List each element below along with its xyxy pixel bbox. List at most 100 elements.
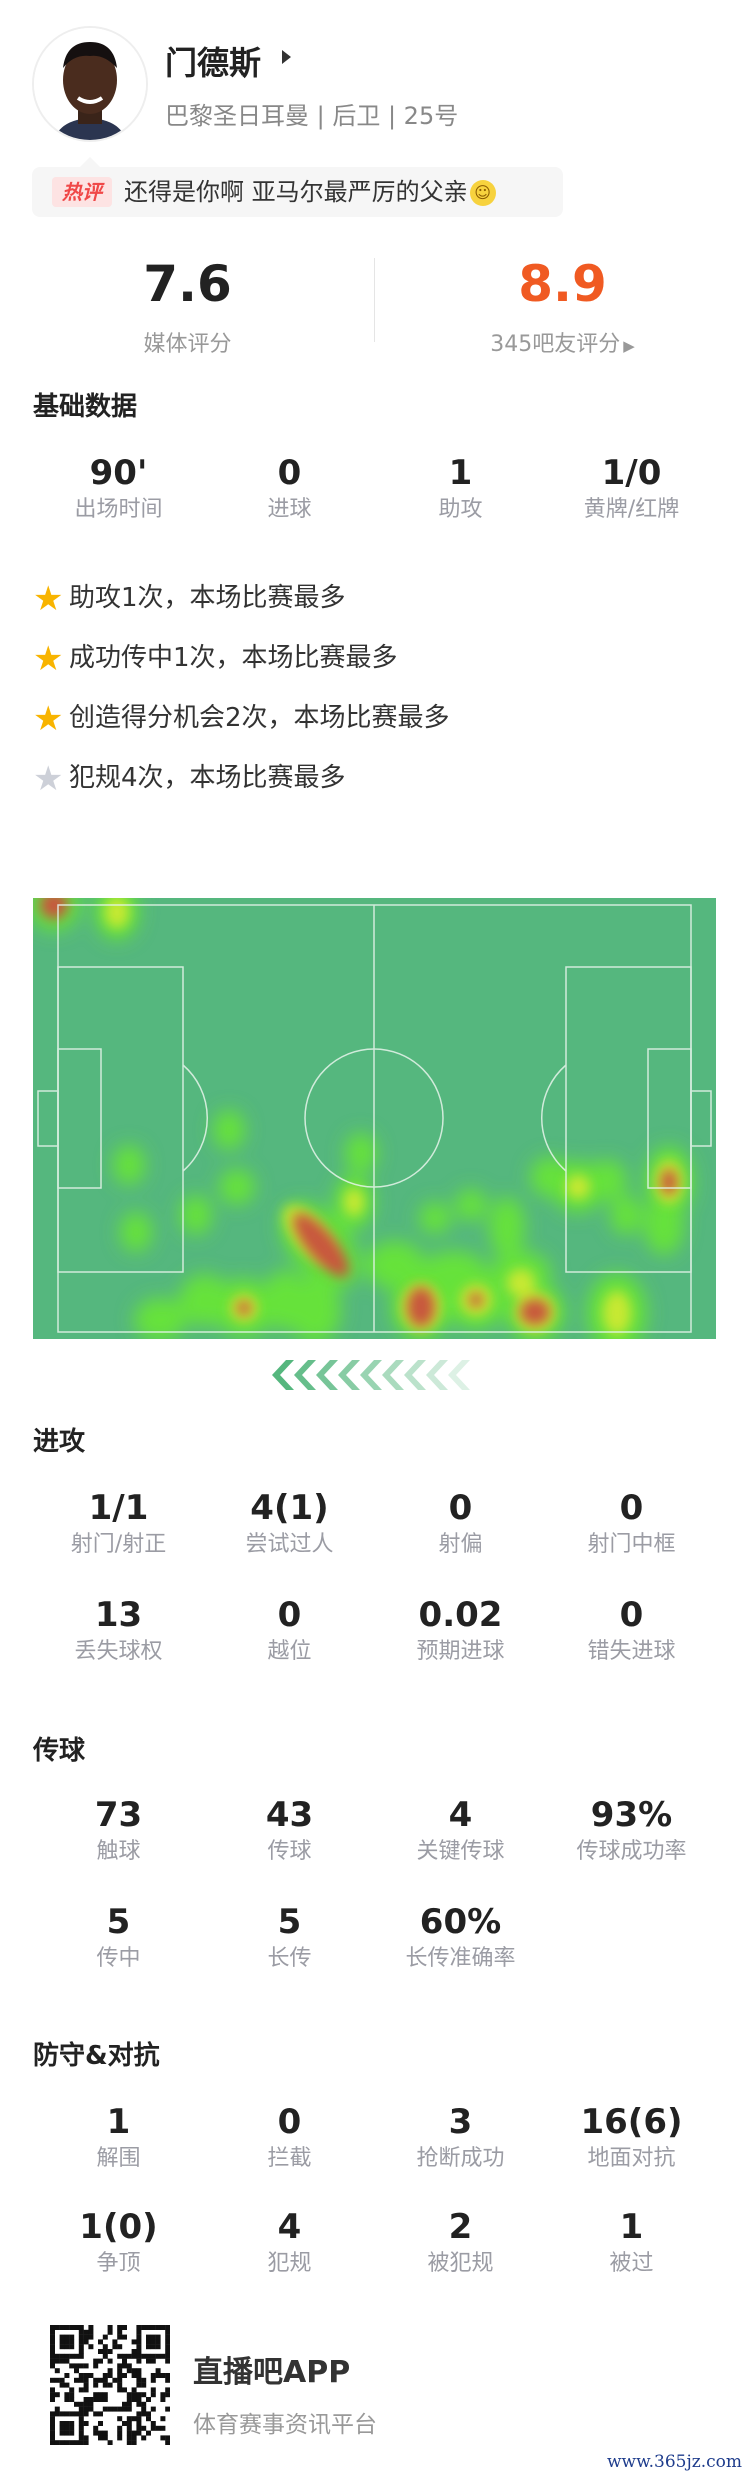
- stat-value: 93%: [590, 1795, 673, 1835]
- heat-spot: [113, 1145, 145, 1185]
- stat-value: 43: [265, 1795, 314, 1835]
- caret-right-icon[interactable]: [282, 50, 291, 64]
- highlight-item: ★ 助攻1次，本场比赛最多: [33, 578, 346, 619]
- heat-spot: [213, 1110, 245, 1150]
- player-name[interactable]: 门德斯: [165, 44, 262, 82]
- stat-label: 触球: [96, 1839, 141, 1864]
- chevron-left-icon: [338, 1360, 360, 1390]
- stat-value: 0: [277, 453, 302, 493]
- stat-item: 0 射偏: [375, 1488, 546, 1560]
- stat-value: 73: [94, 1795, 143, 1835]
- highlight-text: 成功传中1次，本场比赛最多: [69, 643, 398, 673]
- stat-label: 解围: [96, 2146, 141, 2171]
- stat-label: 进球: [267, 497, 312, 522]
- chevron-left-icon: [316, 1360, 338, 1390]
- heat-spot: [489, 1197, 525, 1257]
- hot-comment-text: 还得是你啊 亚马尔最严厉的父亲: [124, 178, 468, 206]
- stat-value: 4(1): [250, 1488, 329, 1528]
- stat-value: 1: [106, 2102, 131, 2142]
- heat-spot: [345, 1133, 377, 1173]
- hot-comment[interactable]: 热评 还得是你啊 亚马尔最严厉的父亲 ☺: [32, 157, 563, 217]
- heat-spot: [120, 1212, 152, 1252]
- stat-value: 1/1: [88, 1488, 149, 1528]
- stat-value: 0: [448, 1488, 473, 1528]
- stat-item: 1/1 射门/射正: [33, 1488, 204, 1560]
- fans-rating-link[interactable]: 345吧友评分 ▶: [375, 326, 750, 358]
- heat-spot: [587, 1160, 627, 1200]
- chevron-left-icon: [294, 1360, 316, 1390]
- stat-label: 关键传球: [416, 1839, 505, 1864]
- stat-item: 16(6) 地面对抗: [546, 2102, 717, 2174]
- stat-value: 2: [448, 2207, 473, 2247]
- stat-label: 犯规: [267, 2251, 312, 2276]
- stat-value: 5: [277, 1902, 302, 1942]
- app-tagline: 体育赛事资讯平台: [193, 2412, 377, 2438]
- gold-star-icon: ★: [33, 578, 64, 619]
- stat-label: 抢断成功: [416, 2146, 505, 2171]
- stat-label: 拦截: [267, 2146, 312, 2171]
- chevron-left-icon: [426, 1360, 448, 1390]
- grey-star-icon: ★: [33, 758, 64, 799]
- stat-item: 4(1) 尝试过人: [204, 1488, 375, 1560]
- stat-value: 4: [277, 2207, 302, 2247]
- stat-item: 73 触球: [33, 1795, 204, 1867]
- highlight-text: 创造得分机会2次，本场比赛最多: [69, 703, 450, 733]
- qr-code[interactable]: [50, 2325, 170, 2445]
- stat-value: 0: [277, 2102, 302, 2142]
- stat-item: 3 抢断成功: [375, 2102, 546, 2174]
- highlight-item: ★ 创造得分机会2次，本场比赛最多: [33, 698, 450, 739]
- heat-spot: [365, 1241, 425, 1289]
- player-avatar[interactable]: [32, 26, 148, 142]
- section-title-basic: 基础数据: [33, 392, 138, 422]
- stat-value: 60%: [419, 1902, 502, 1942]
- stat-item: 2 被犯规: [375, 2207, 546, 2279]
- stat-label: 丢失球权: [74, 1639, 163, 1664]
- stat-item: 1(0) 争顶: [33, 2207, 204, 2279]
- stat-value: 4: [448, 1795, 473, 1835]
- heat-spot: [407, 1287, 435, 1327]
- heat-spot: [105, 898, 129, 928]
- stat-item: 5 长传: [204, 1902, 375, 1974]
- chevron-left-icon: [448, 1360, 470, 1390]
- gold-star-icon: ★: [33, 698, 64, 739]
- heat-spot: [134, 1298, 186, 1339]
- heat-spot: [344, 1188, 364, 1216]
- stat-item: 0.02 预期进球: [375, 1595, 546, 1667]
- stat-item: 93% 传球成功率: [546, 1795, 717, 1867]
- stat-item: 5 传中: [33, 1902, 204, 1974]
- fans-rating: 8.9: [518, 255, 607, 313]
- stat-item: 4 关键传球: [375, 1795, 546, 1867]
- stat-value: 13: [94, 1595, 143, 1635]
- hot-comment-badge: 热评: [52, 177, 112, 207]
- player-photo-icon: [34, 28, 146, 140]
- attack-direction-arrows: [272, 1360, 470, 1390]
- stat-label: 黄牌/红牌: [583, 497, 680, 522]
- section-title-passing: 传球: [33, 1736, 86, 1766]
- stat-item: 1 助攻: [375, 453, 546, 525]
- stat-value: 5: [106, 1902, 131, 1942]
- stat-label: 被过: [609, 2251, 654, 2276]
- highlight-text: 犯规4次，本场比赛最多: [69, 763, 346, 793]
- stat-label: 尝试过人: [245, 1532, 334, 1557]
- app-name: 直播吧APP: [193, 2355, 351, 2390]
- stat-value: 0: [619, 1488, 644, 1528]
- heat-spot: [219, 1169, 255, 1205]
- stat-item: 60% 长传准确率: [375, 1902, 546, 1974]
- highlight-text: 助攻1次，本场比赛最多: [69, 583, 346, 613]
- stat-label: 传中: [96, 1946, 141, 1971]
- divider: [374, 258, 375, 342]
- stat-value: 1: [448, 453, 473, 493]
- heat-spot: [566, 1175, 590, 1199]
- chevron-left-icon: [272, 1360, 294, 1390]
- media-rating-label: 媒体评分: [143, 332, 232, 357]
- heat-spot: [530, 1157, 570, 1197]
- section-title-attack: 进攻: [33, 1427, 86, 1457]
- stat-label: 射门/射正: [70, 1532, 167, 1557]
- media-rating: 7.6: [143, 255, 232, 313]
- stat-label: 越位: [267, 1639, 312, 1664]
- stat-label: 地面对抗: [587, 2146, 676, 2171]
- stat-item: 4 犯规: [204, 2207, 375, 2279]
- heatmap: [33, 898, 716, 1390]
- stat-label: 射偏: [438, 1532, 483, 1557]
- heat-spot: [237, 1301, 251, 1315]
